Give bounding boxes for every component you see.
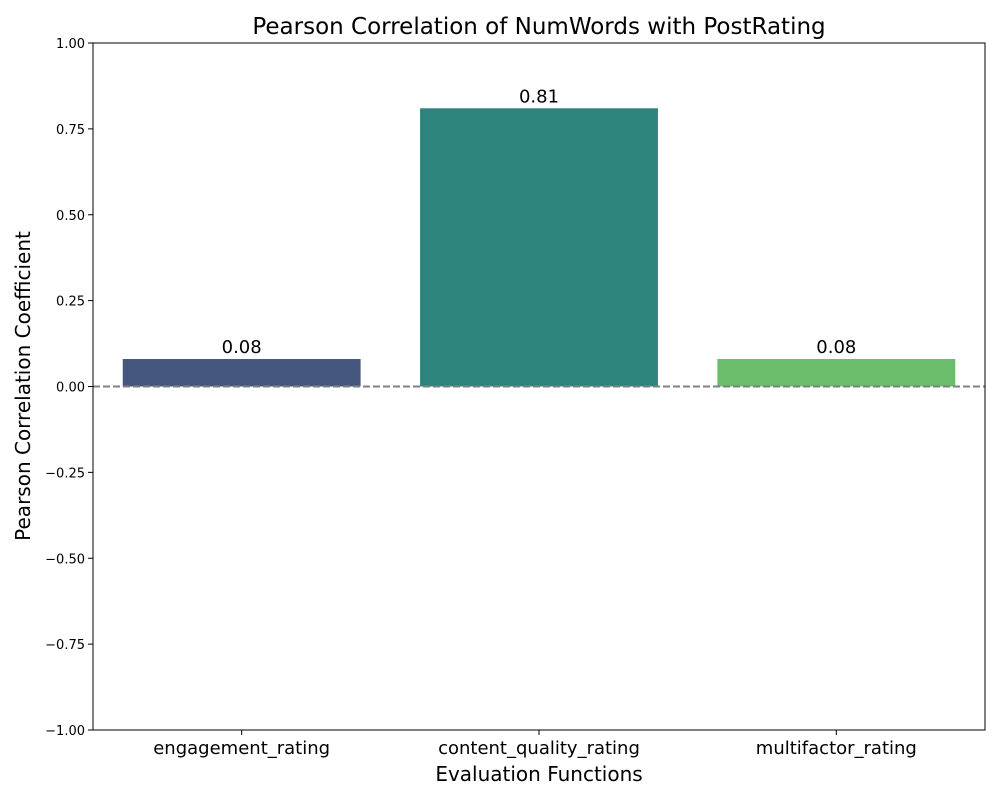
bar-value-label: 0.81 [519, 86, 559, 107]
y-tick-label: 1.00 [56, 37, 85, 52]
y-tick-label: −0.50 [45, 552, 85, 567]
x-tick-label: content_quality_rating [438, 738, 640, 759]
y-tick-label: −0.25 [45, 466, 85, 481]
y-tick-label: 0.00 [56, 381, 85, 396]
x-tick-label: multifactor_rating [756, 738, 917, 759]
bar-value-label: 0.08 [222, 337, 262, 358]
chart-title: Pearson Correlation of NumWords with Pos… [252, 14, 825, 40]
bar-content_quality_rating [420, 108, 658, 387]
bar-engagement_rating [122, 359, 361, 387]
y-tick-label: 0.50 [56, 209, 85, 224]
bar-value-label: 0.08 [816, 337, 856, 358]
y-tick-label: −1.00 [45, 724, 85, 739]
y-tick-label: 0.25 [56, 295, 85, 310]
y-axis-label: Pearson Correlation Coefficient [11, 231, 35, 541]
plot-area: 0.08 engagement_rating 0.81 content_quality… [45, 37, 986, 759]
y-tick-label: 0.75 [56, 123, 85, 138]
y-tick-label: −0.75 [45, 638, 85, 653]
bar-multifactor_rating [717, 359, 956, 387]
x-tick-label: engagement_rating [153, 738, 330, 759]
plot-frame [92, 42, 986, 731]
x-axis-label: Evaluation Functions [435, 762, 642, 786]
